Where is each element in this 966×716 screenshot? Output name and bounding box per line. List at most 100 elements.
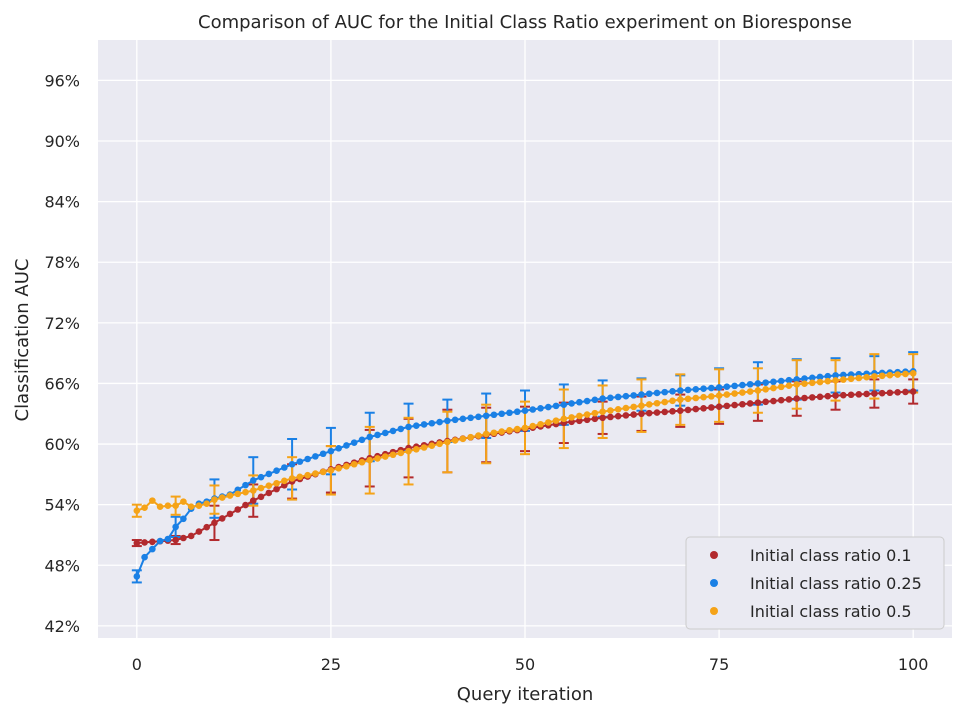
data-point	[770, 397, 777, 405]
data-point	[614, 412, 622, 420]
data-point	[871, 390, 878, 397]
data-point	[257, 484, 265, 492]
data-point	[840, 391, 847, 399]
data-point	[544, 403, 552, 411]
data-point	[599, 414, 606, 422]
data-point	[645, 390, 653, 398]
data-point	[180, 515, 187, 523]
data-point	[599, 408, 606, 416]
data-point	[684, 406, 692, 414]
data-point	[249, 487, 257, 494]
data-point	[312, 453, 319, 460]
y-tick-label: 72%	[44, 314, 80, 333]
data-point	[133, 573, 141, 580]
data-point	[902, 370, 909, 378]
data-point	[731, 390, 738, 397]
data-point	[265, 482, 273, 489]
data-point	[715, 384, 723, 391]
data-point	[319, 450, 327, 458]
data-point	[591, 409, 599, 417]
data-point	[583, 416, 591, 424]
data-point	[420, 421, 428, 428]
data-point	[676, 407, 684, 415]
data-point	[793, 381, 801, 388]
data-point	[669, 397, 676, 405]
y-tick-label: 42%	[44, 617, 80, 636]
data-point	[513, 408, 521, 416]
data-point	[490, 429, 498, 437]
data-point	[630, 411, 637, 418]
data-point	[801, 394, 808, 402]
data-point	[770, 384, 777, 392]
data-point	[211, 519, 218, 527]
data-point	[878, 389, 886, 397]
data-point	[661, 398, 669, 406]
data-point	[537, 404, 544, 412]
data-point	[234, 490, 242, 498]
data-point	[645, 409, 653, 417]
data-point	[242, 501, 249, 509]
data-point	[568, 414, 575, 421]
data-point	[599, 395, 606, 402]
data-point	[490, 411, 498, 419]
data-point	[552, 402, 560, 410]
data-point	[218, 515, 226, 522]
data-point	[374, 455, 381, 462]
data-point	[172, 523, 179, 531]
data-point	[273, 485, 280, 493]
x-tick-label: 0	[132, 655, 142, 674]
data-point	[273, 479, 280, 487]
data-point	[878, 372, 886, 380]
data-point	[645, 401, 653, 408]
data-point	[273, 467, 280, 475]
grid	[98, 40, 952, 638]
data-point	[296, 458, 304, 465]
data-point	[684, 395, 692, 403]
y-tick-label: 96%	[44, 71, 80, 90]
data-point	[700, 393, 707, 401]
data-point	[312, 470, 319, 477]
data-point	[281, 464, 288, 471]
data-point	[622, 404, 630, 412]
y-tick-label: 54%	[44, 496, 80, 515]
data-point	[187, 532, 195, 540]
data-point	[498, 428, 506, 435]
data-point	[560, 401, 568, 408]
data-point	[513, 425, 521, 433]
data-point	[420, 444, 428, 451]
data-point	[366, 456, 374, 464]
data-point	[785, 396, 793, 403]
data-point	[335, 444, 342, 452]
data-point	[265, 470, 273, 478]
data-point	[902, 388, 909, 396]
data-point	[249, 497, 257, 504]
data-point	[281, 477, 288, 485]
series-points	[133, 368, 917, 580]
data-point	[428, 442, 436, 449]
data-point	[389, 451, 397, 459]
data-point	[731, 401, 738, 409]
data-point	[257, 473, 265, 481]
data-point	[242, 488, 249, 496]
data-point	[475, 432, 482, 439]
data-point	[777, 396, 785, 404]
data-point	[762, 398, 769, 406]
data-point	[855, 391, 863, 398]
legend: Initial class ratio 0.1 Initial class rat…	[685, 536, 945, 630]
data-point	[607, 407, 614, 414]
data-point	[801, 375, 808, 382]
data-point	[482, 430, 490, 438]
data-point	[195, 502, 203, 509]
data-point	[816, 393, 824, 401]
data-point	[164, 502, 172, 509]
data-point	[777, 383, 785, 391]
data-point	[894, 389, 901, 396]
data-point	[149, 497, 156, 504]
data-point	[428, 419, 436, 427]
data-point	[723, 402, 731, 410]
x-axis-label: Query iteration	[457, 684, 593, 705]
data-point	[366, 433, 374, 441]
data-point	[381, 429, 389, 437]
legend-marker	[710, 579, 718, 587]
data-point	[894, 371, 901, 378]
